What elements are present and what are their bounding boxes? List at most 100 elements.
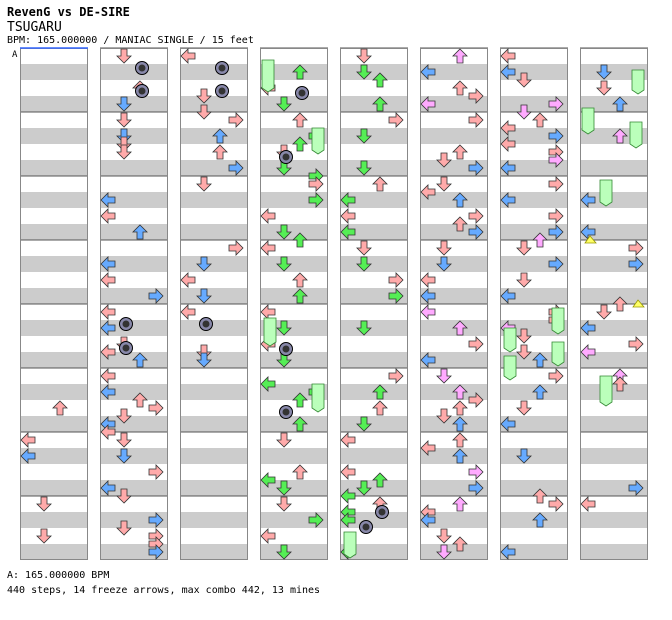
- step-arrow: [548, 152, 564, 168]
- freeze-arrow: [631, 69, 645, 95]
- step-arrow: [532, 232, 548, 248]
- step-arrow: [628, 336, 644, 352]
- freeze-arrow: [311, 383, 325, 413]
- step-arrow: [452, 400, 468, 416]
- step-arrow: [500, 192, 516, 208]
- step-arrow: [116, 520, 132, 536]
- step-arrow: [548, 256, 564, 272]
- step-arrow: [548, 368, 564, 384]
- chart-meta: BPM: 165.000000 / MANIAC SINGLE / 15 fee…: [7, 35, 254, 46]
- step-arrow: [116, 112, 132, 128]
- chart-column: [20, 47, 88, 560]
- step-arrow: [468, 224, 484, 240]
- step-arrow: [180, 304, 196, 320]
- step-arrow: [420, 440, 436, 456]
- mine-marker: [135, 84, 149, 98]
- step-arrow: [100, 208, 116, 224]
- step-arrow: [372, 472, 388, 488]
- step-arrow: [516, 400, 532, 416]
- mine-marker: [135, 61, 149, 75]
- bpm-footer: A: 165.000000 BPM: [7, 570, 110, 581]
- step-arrow: [500, 48, 516, 64]
- step-arrow: [100, 344, 116, 360]
- step-arrow: [100, 256, 116, 272]
- step-arrow: [452, 144, 468, 160]
- step-arrow: [116, 488, 132, 504]
- step-arrow: [196, 176, 212, 192]
- step-arrow: [452, 432, 468, 448]
- step-arrow: [452, 320, 468, 336]
- step-arrow: [420, 184, 436, 200]
- step-arrow: [500, 544, 516, 560]
- step-arrow: [356, 480, 372, 496]
- step-arrow: [260, 376, 276, 392]
- step-arrow: [340, 464, 356, 480]
- step-arrow: [116, 432, 132, 448]
- step-arrow: [516, 72, 532, 88]
- freeze-arrow: [581, 107, 595, 135]
- step-arrow: [388, 272, 404, 288]
- mine-marker: [375, 505, 389, 519]
- step-arrow: [532, 384, 548, 400]
- shock-marker: [632, 299, 645, 308]
- step-arrow: [420, 352, 436, 368]
- mine-marker: [119, 317, 133, 331]
- step-arrow: [340, 432, 356, 448]
- step-arrow: [452, 416, 468, 432]
- step-arrow: [500, 160, 516, 176]
- step-arrow: [516, 328, 532, 344]
- step-arrow: [420, 64, 436, 80]
- step-arrow: [372, 72, 388, 88]
- step-arrow: [340, 192, 356, 208]
- song-name: TSUGARU: [7, 20, 62, 35]
- step-arrow: [436, 528, 452, 544]
- step-arrow: [468, 336, 484, 352]
- step-arrow: [436, 152, 452, 168]
- step-arrow: [180, 272, 196, 288]
- step-arrow: [276, 480, 292, 496]
- step-arrow: [580, 320, 596, 336]
- step-arrow: [468, 112, 484, 128]
- step-arrow: [548, 96, 564, 112]
- step-arrow: [308, 176, 324, 192]
- freeze-arrow: [311, 127, 325, 155]
- step-arrow: [500, 416, 516, 432]
- step-arrow: [276, 432, 292, 448]
- step-arrow: [452, 48, 468, 64]
- step-arrow: [628, 240, 644, 256]
- step-arrow: [276, 544, 292, 560]
- step-arrow: [468, 464, 484, 480]
- chart-notes: [20, 48, 645, 560]
- step-arrow: [148, 288, 164, 304]
- step-arrow: [548, 208, 564, 224]
- freeze-arrow: [261, 59, 275, 93]
- step-arrow: [548, 128, 564, 144]
- step-arrow: [292, 464, 308, 480]
- step-arrow: [100, 424, 116, 440]
- step-arrow: [420, 288, 436, 304]
- freeze-arrow: [599, 179, 613, 207]
- step-arrow: [516, 272, 532, 288]
- step-arrow: [356, 128, 372, 144]
- step-arrow: [100, 384, 116, 400]
- step-arrow: [292, 392, 308, 408]
- chart-columns: [20, 47, 648, 560]
- step-arrow: [276, 320, 292, 336]
- mine-marker: [295, 86, 309, 100]
- step-arrow: [612, 96, 628, 112]
- step-arrow: [500, 64, 516, 80]
- step-arrow: [452, 216, 468, 232]
- step-arrow: [516, 104, 532, 120]
- step-arrow: [468, 160, 484, 176]
- step-arrow: [468, 392, 484, 408]
- step-arrow: [452, 80, 468, 96]
- step-arrow: [436, 544, 452, 560]
- step-arrow: [516, 240, 532, 256]
- step-arrow: [436, 176, 452, 192]
- step-arrow: [276, 496, 292, 512]
- step-arrow: [612, 376, 628, 392]
- step-arrow: [100, 192, 116, 208]
- freeze-arrow: [263, 317, 277, 347]
- step-arrow: [100, 304, 116, 320]
- step-arrow: [116, 48, 132, 64]
